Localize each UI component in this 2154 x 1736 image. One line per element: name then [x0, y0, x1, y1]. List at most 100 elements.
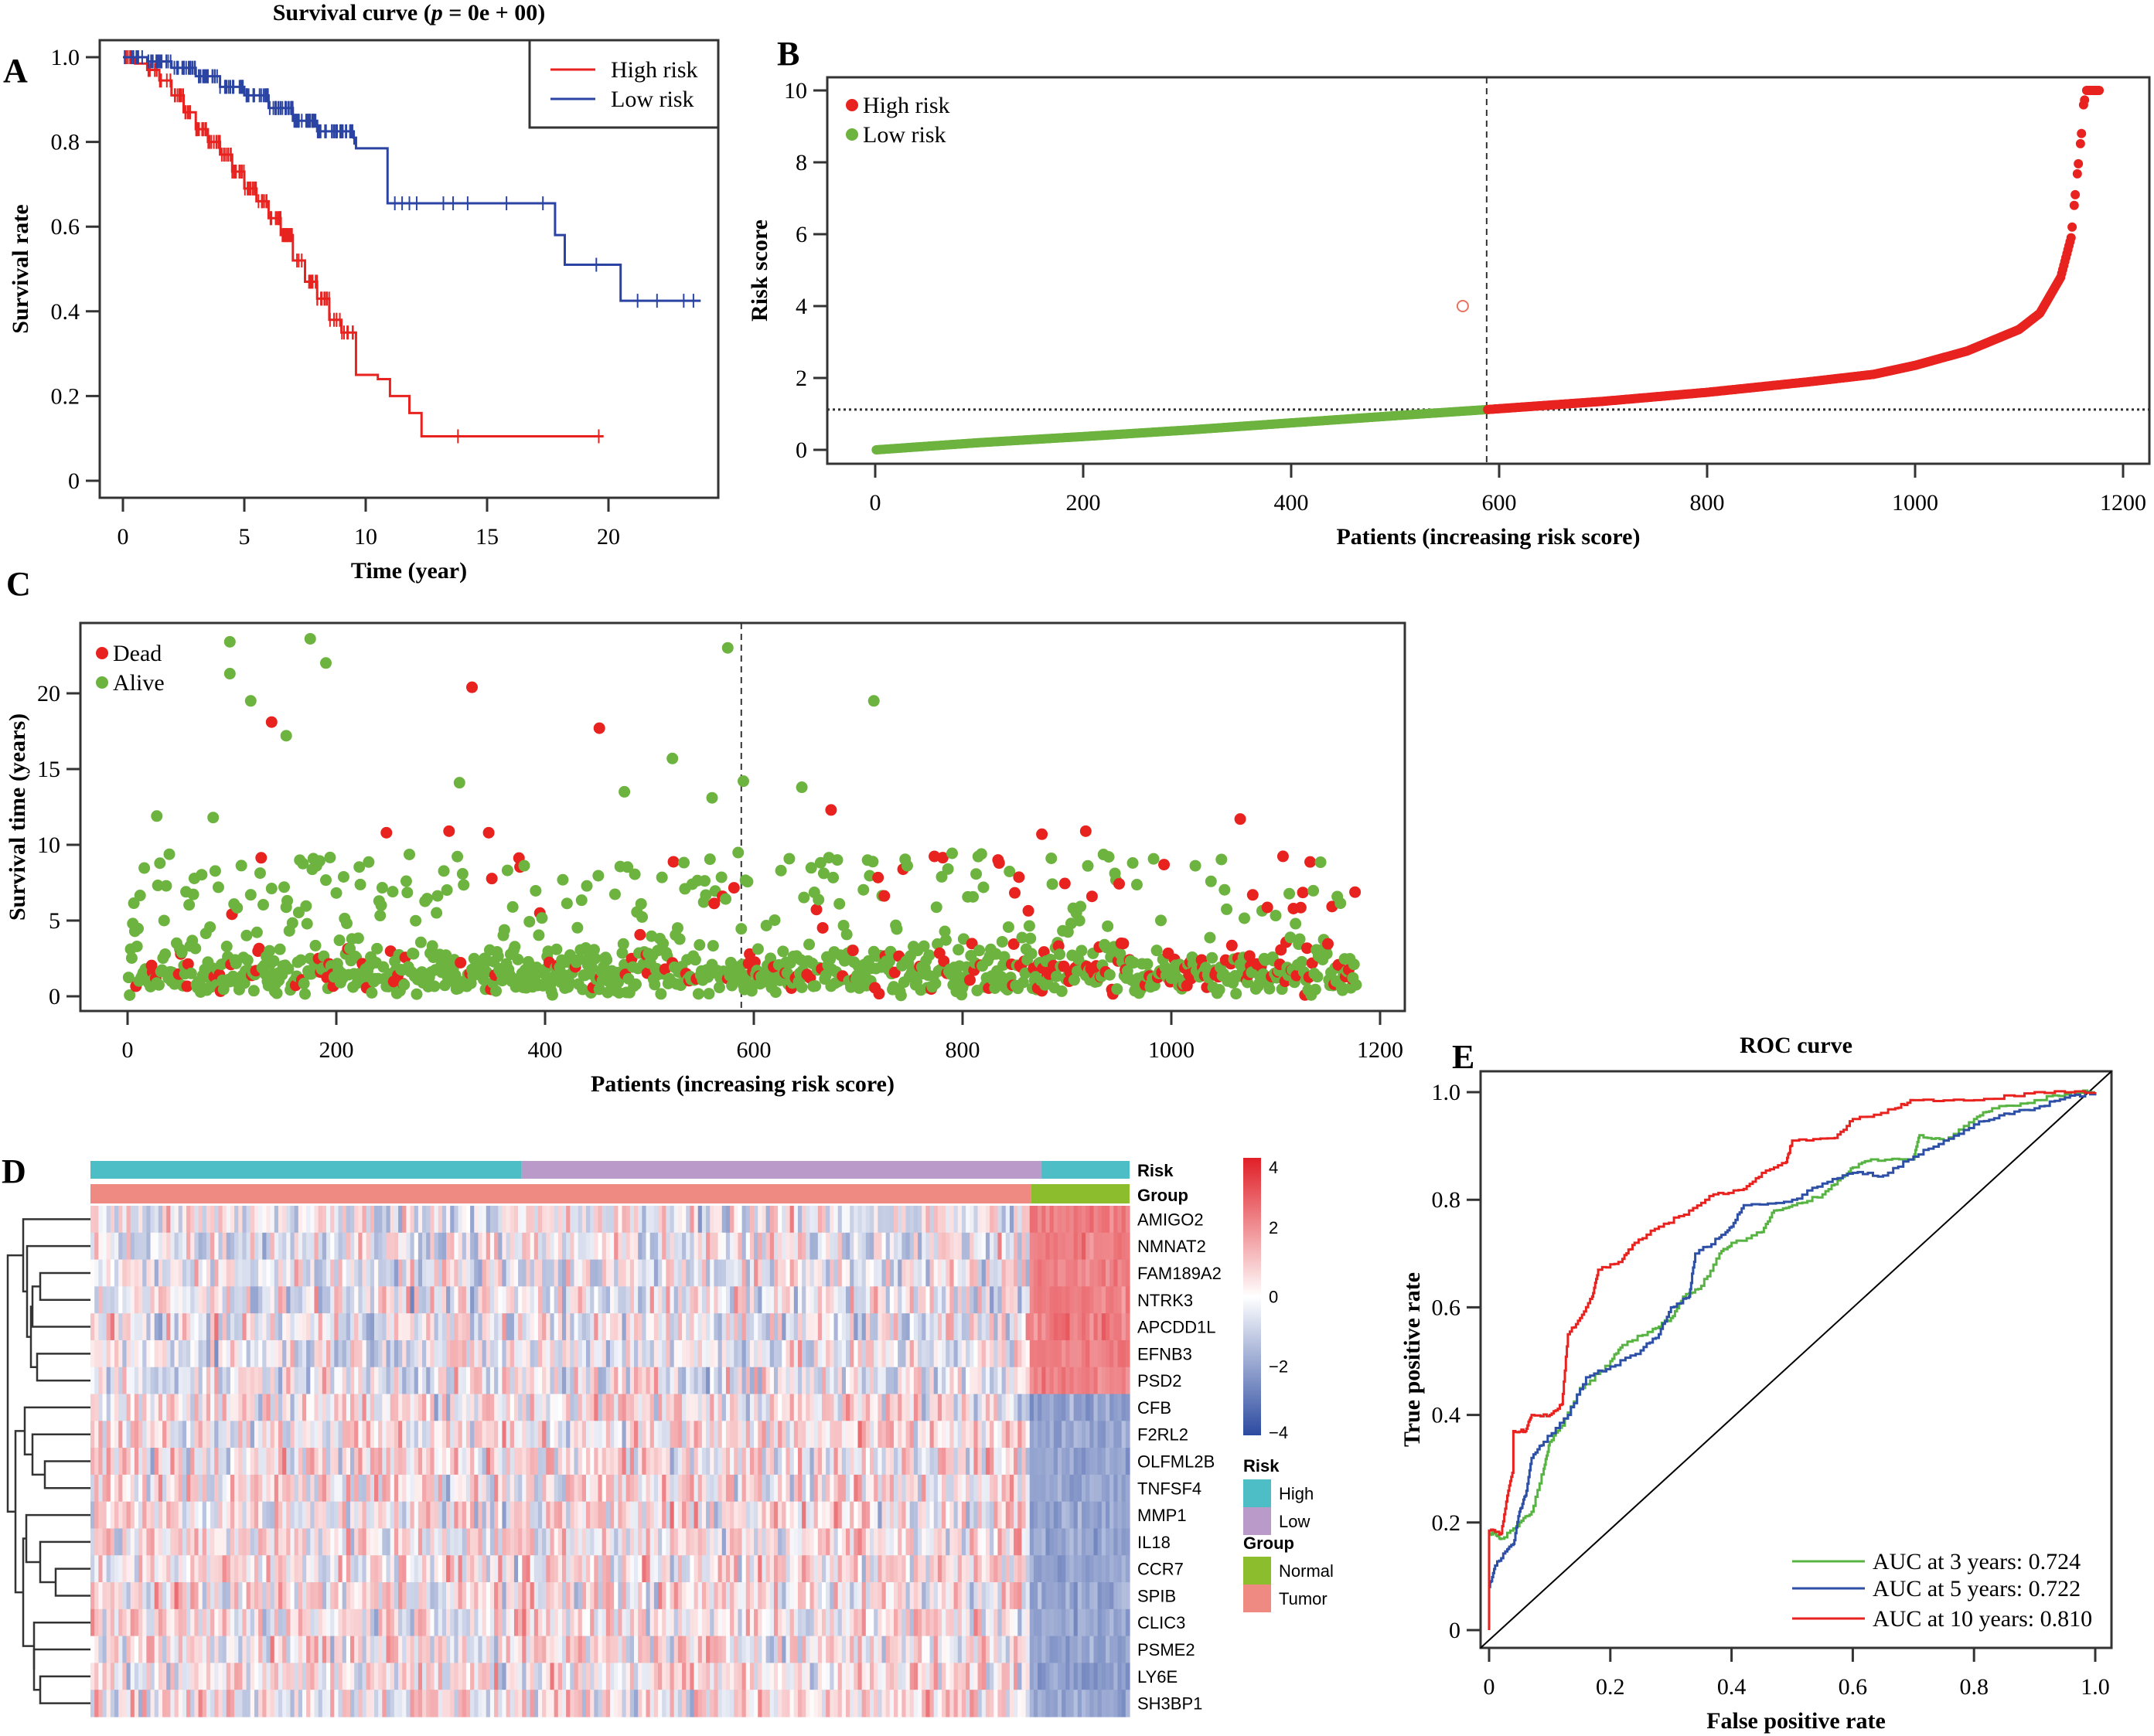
panel-d-heatmap-cell — [506, 1232, 511, 1261]
panel-d-heatmap-cell — [1093, 1394, 1099, 1421]
panel-d-heatmap-cell — [194, 1421, 199, 1448]
panel-d-heatmap-cell — [258, 1286, 263, 1314]
panel-d-heatmap-cell — [270, 1259, 275, 1287]
panel-c-point-alive — [518, 859, 530, 872]
panel-d-heatmap-cell — [942, 1259, 946, 1287]
panel-d-heatmap-cell — [294, 1339, 299, 1368]
panel-d-heatmap-cell — [598, 1394, 603, 1421]
panel-d-heatmap-cell — [802, 1259, 806, 1287]
panel-d-heatmap-cell — [1005, 1394, 1011, 1421]
panel-d-heatmap-cell — [901, 1313, 907, 1341]
panel-d-heatmap-cell — [214, 1206, 220, 1234]
panel-d-heatmap-cell — [110, 1367, 115, 1395]
panel-d-heatmap-cell — [1093, 1286, 1099, 1314]
panel-d-heatmap-cell — [262, 1339, 268, 1368]
panel-d-heatmap-cell — [290, 1367, 295, 1395]
panel-d-heatmap-cell — [717, 1313, 723, 1341]
panel-d-heatmap-cell — [274, 1313, 279, 1341]
panel-d-heatmap-cell — [366, 1394, 371, 1421]
panel-d-heatmap-cell — [721, 1232, 727, 1261]
panel-d-heatmap-cell — [334, 1313, 339, 1341]
panel-c-point-alive — [354, 878, 366, 890]
panel-c-point-alive — [398, 979, 411, 991]
panel-d-heatmap-cell — [977, 1232, 983, 1261]
panel-d-heatmap-cell — [266, 1259, 271, 1287]
panel-a-y-tick-label: 0.4 — [51, 299, 80, 325]
panel-d-heatmap-cell — [166, 1339, 171, 1368]
panel-d-heatmap-cell — [585, 1206, 591, 1234]
panel-d-heatmap-cell — [441, 1313, 447, 1341]
panel-d-heatmap-cell — [358, 1421, 363, 1448]
panel-d-heatmap-cell — [933, 1286, 939, 1314]
panel-d-heatmap-cell — [990, 1394, 994, 1421]
panel-d-heatmap-cell — [697, 1286, 703, 1314]
panel-d-heatmap-cell — [106, 1313, 111, 1341]
panel-d-heatmap-cell — [142, 1232, 147, 1261]
panel-d-heatmap-cell — [94, 1367, 99, 1395]
panel-d-heatmap-cell — [1005, 1286, 1011, 1314]
panel-d-heatmap-cell — [270, 1206, 275, 1234]
panel-d-heatmap-cell — [550, 1313, 555, 1341]
panel-d-heatmap-cell — [614, 1367, 619, 1395]
panel-d-heatmap-cell — [246, 1232, 251, 1261]
panel-d-heatmap-cell — [474, 1286, 479, 1314]
panel-c-y-tick-label: 20 — [37, 681, 60, 706]
panel-d-heatmap-cell — [845, 1206, 850, 1234]
panel-c-point-dead — [1322, 938, 1334, 950]
panel-c-legend-label: Dead — [113, 641, 162, 666]
panel-d-heatmap-cell — [146, 1339, 152, 1368]
panel-d-heatmap-cell — [865, 1313, 871, 1341]
panel-d-heatmap-cell — [741, 1259, 747, 1287]
panel-c-point-dead — [1294, 901, 1307, 914]
panel-d-heatmap-cell — [625, 1394, 631, 1421]
panel-d-heatmap-cell — [230, 1367, 235, 1395]
panel-d-heatmap-cell — [162, 1286, 167, 1314]
panel-d-heatmap-cell — [498, 1206, 503, 1234]
panel-d-heatmap-cell — [605, 1339, 611, 1368]
panel-d-heatmap-cell — [1062, 1367, 1066, 1395]
panel-d-heatmap-cell — [338, 1206, 343, 1234]
panel-d-heatmap-cell — [898, 1367, 902, 1395]
panel-d-heatmap-cell — [1081, 1206, 1086, 1234]
panel-c-point-alive — [498, 924, 510, 936]
panel-d-heatmap-cell — [230, 1206, 235, 1234]
panel-c-point-alive — [387, 886, 399, 898]
panel-d-heatmap-cell — [1101, 1206, 1106, 1234]
panel-d-heatmap-cell — [513, 1339, 519, 1368]
panel-d-heatmap-cell — [126, 1206, 131, 1234]
panel-d-heatmap-cell — [857, 1313, 863, 1341]
panel-c-point-alive — [512, 953, 524, 965]
panel-d-heatmap-cell — [894, 1206, 898, 1234]
panel-d-heatmap-cell — [286, 1232, 291, 1261]
panel-d-heatmap-cell — [1081, 1259, 1086, 1287]
panel-c-point-alive — [187, 888, 199, 900]
panel-d-heatmap-cell — [98, 1339, 104, 1368]
panel-d-heatmap-cell — [629, 1394, 635, 1421]
panel-d-heatmap-cell — [422, 1206, 427, 1234]
panel-d-heatmap-cell — [1105, 1259, 1110, 1287]
panel-d-heatmap-cell — [190, 1286, 195, 1314]
panel-c-x-axis-label: Patients (increasing risk score) — [591, 1071, 895, 1097]
panel-d-heatmap-cell — [202, 1232, 207, 1261]
panel-d-heatmap-cell — [398, 1339, 403, 1368]
panel-d-heatmap-cell — [813, 1206, 819, 1234]
panel-d-heatmap-cell — [673, 1286, 679, 1314]
panel-d-heatmap-cell — [1121, 1206, 1126, 1234]
panel-d-heatmap-cell — [773, 1339, 779, 1368]
panel-d-heatmap-cell — [286, 1313, 291, 1341]
panel-d-gene-label: EFNB3 — [1137, 1344, 1192, 1363]
panel-d-heatmap-cell — [1117, 1206, 1123, 1234]
panel-d-heatmap-cell — [474, 1259, 479, 1287]
panel-d-heatmap-cell — [350, 1339, 355, 1368]
panel-d-heatmap-cell — [714, 1313, 719, 1341]
panel-d-heatmap-cell — [402, 1259, 407, 1287]
panel-d-heatmap-cell — [366, 1206, 371, 1234]
panel-d-heatmap-cell — [929, 1313, 935, 1341]
panel-d-heatmap-cell — [162, 1394, 167, 1421]
panel-d-heatmap-cell — [458, 1206, 463, 1234]
panel-d-heatmap-cell — [310, 1313, 315, 1341]
panel-d-heatmap-cell — [206, 1421, 211, 1448]
panel-d-heatmap-cell — [786, 1367, 791, 1395]
